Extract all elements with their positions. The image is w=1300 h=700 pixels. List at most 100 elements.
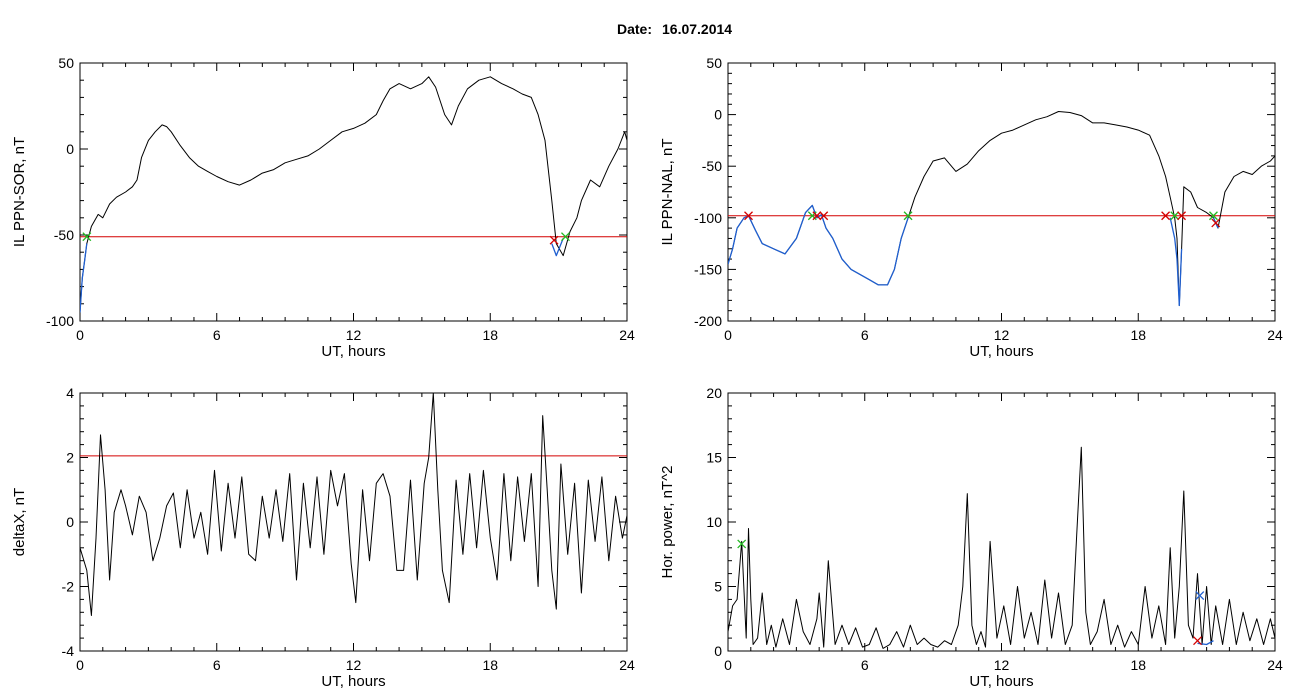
x-tick-label: 0 [76,657,84,673]
x-tick-label: 12 [994,657,1010,673]
cross-marker-blue [1195,591,1205,600]
plot-data [728,111,1275,307]
x-tick-label: 24 [619,327,635,343]
highlight-segment-0 [80,243,88,313]
x-tick-label: 18 [1130,657,1146,673]
y-axis-title: Hor. power, nT^2 [659,466,676,579]
cross-marker-stroke [1195,591,1205,600]
y-tick-label: -50 [702,158,722,174]
cross-marker-stroke [1211,218,1221,228]
y-tick-label: 50 [58,55,74,71]
cross-marker-stroke [1193,636,1202,646]
cross-marker-green [737,539,747,549]
plot-data [728,446,1275,649]
panel-il-ppn-nal: 0 6 12 18 24 -200 -150 -100 -50 0 50 UT, hours IL PP… [659,55,1283,360]
y-tick-label: -4 [62,643,75,659]
y-tick-label: -100 [46,313,74,329]
plot-frame [79,392,628,652]
y-tick-label: -200 [694,313,722,329]
date-label: Date: [617,21,652,37]
series-line-0 [728,446,1275,649]
y-tick-label: 0 [714,107,722,123]
y-tick-label: 0 [714,643,722,659]
x-tick-label: 24 [1267,657,1283,673]
plot-data [80,393,627,616]
x-axis-title: UT, hours [969,343,1033,360]
plot-data [80,76,627,313]
series-line-0 [80,76,627,313]
x-tick-label: 6 [213,327,221,343]
x-axis-title: UT, hours [321,673,385,690]
x-tick-label: 24 [619,657,635,673]
y-tick-label: 0 [66,514,74,530]
y-tick-label: 4 [66,385,74,401]
y-tick-label: -2 [62,579,75,595]
cross-marker-stroke [737,539,747,549]
y-tick-label: 2 [66,450,74,466]
panel-il-ppn-sor: 0 6 12 18 24 -100 -50 0 50 UT, hours IL PPN-SOR, n… [11,55,635,360]
x-axis-title: UT, hours [969,673,1033,690]
x-tick-label: 0 [76,327,84,343]
plot-frame [727,62,1276,322]
x-tick-label: 18 [482,657,498,673]
cross-marker-stroke [1161,211,1171,221]
cross-marker-stroke [1177,211,1187,221]
plot-frame [79,62,628,322]
cross-marker-stroke [1209,211,1218,221]
x-tick-label: 6 [861,327,869,343]
y-tick-label: 50 [706,55,722,71]
cross-marker-red [1211,218,1221,228]
y-tick-label: 5 [714,579,722,595]
x-tick-label: 18 [1130,327,1146,343]
x-tick-label: 18 [482,327,498,343]
y-tick-label: 20 [706,385,722,401]
cross-marker-stroke [561,232,570,242]
y-tick-label: 15 [706,450,722,466]
x-tick-label: 12 [346,327,362,343]
x-tick-label: 6 [213,657,221,673]
x-tick-label: 0 [724,327,732,343]
cross-marker-red [812,211,822,221]
y-axis-title: deltaX, nT [11,488,28,556]
cross-marker-stroke [819,211,829,221]
series-line-0 [80,393,627,616]
cross-marker-stroke [82,232,92,242]
figure-header: Date: 16.07.2014 [617,21,732,37]
cross-marker-green [82,232,92,242]
y-axis-title: IL PPN-SOR, nT [11,137,28,247]
panel-hor-power: 0 6 12 18 24 0 5 10 15 20 UT, hours Hor. power, nT^… [659,385,1283,690]
cross-marker-red [1177,211,1187,221]
cross-marker-stroke [744,211,753,221]
y-tick-label: 0 [66,141,74,157]
y-tick-label: 10 [706,514,722,530]
y-tick-label: -50 [54,227,74,243]
cross-marker-green [1209,211,1218,221]
cross-marker-green [1170,211,1180,221]
highlight-segment-1 [1169,217,1183,307]
cross-marker-red [819,211,829,221]
cross-marker-red [744,211,753,221]
x-tick-label: 12 [346,657,362,673]
cross-marker-red [1193,636,1202,646]
plot-frame [727,392,1276,652]
cross-marker-stroke [903,211,913,221]
x-tick-label: 12 [994,327,1010,343]
cross-marker-red [1161,211,1171,221]
cross-marker-stroke [812,211,822,221]
cross-marker-green [903,211,913,221]
cross-marker-stroke [1170,211,1180,221]
date-value: 16.07.2014 [662,21,732,37]
x-tick-label: 24 [1267,327,1283,343]
highlight-segment-1 [551,238,564,257]
y-tick-label: -100 [694,210,722,226]
y-tick-label: -150 [694,261,722,277]
x-tick-label: 0 [724,657,732,673]
cross-marker-red [549,235,559,245]
x-tick-label: 6 [861,657,869,673]
x-axis-title: UT, hours [321,343,385,360]
y-axis-title: IL PPN-NAL, nT [659,139,676,246]
cross-marker-stroke [549,235,559,245]
cross-marker-green [561,232,570,242]
